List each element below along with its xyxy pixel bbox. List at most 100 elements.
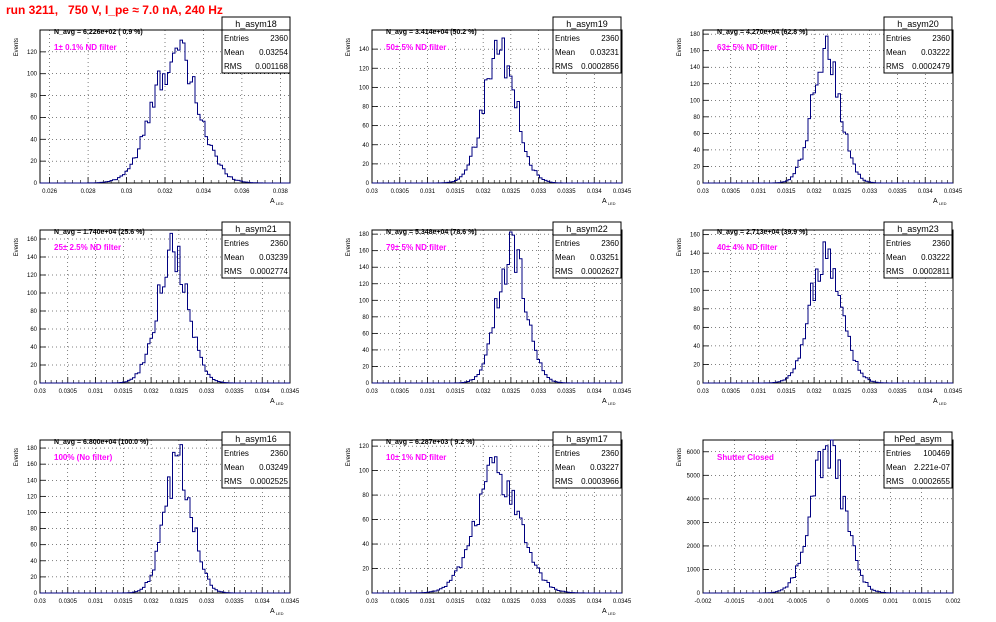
- stats-value: 2360: [270, 449, 288, 458]
- x-tick-label: 0.032: [157, 189, 173, 195]
- x-tick-label: 0.032: [144, 389, 160, 395]
- plot-frame: [39, 439, 291, 594]
- stats-label: Entries: [224, 34, 249, 43]
- x-tick-label: 0.032: [476, 389, 492, 395]
- histogram-line: [372, 231, 622, 384]
- stats-box: h_asym17 Entries 2360 Mean 0.03227 RMS 0.00039…: [552, 431, 622, 489]
- x-tick-label: 0.0335: [888, 389, 907, 395]
- x-tick-label: 0.031: [420, 389, 436, 395]
- stats-value: 0.0002811: [913, 267, 951, 276]
- stats-box: h_asym23 Entries 2360 Mean 0.03222 RMS 0.00028…: [883, 221, 953, 279]
- x-tick-label: 0.0305: [59, 599, 78, 605]
- stats-value: 2360: [932, 239, 950, 248]
- x-tick-label: 0.0305: [391, 389, 410, 395]
- histogram-line: [40, 444, 290, 594]
- stats-label: Entries: [555, 34, 580, 43]
- y-tick-label: 100: [27, 510, 38, 516]
- histogram-line: [372, 456, 622, 594]
- histogram-panel: 0.03 0.0305 0.031 0.0315 0.032 0.0325 0.033 0.0…: [346, 221, 632, 406]
- x-tick-label: -0.001: [757, 599, 775, 605]
- y-tick-label: 60: [30, 115, 37, 121]
- stats-box-frame: [221, 221, 291, 279]
- x-tick-label: 0.03: [366, 389, 378, 395]
- stats-value: 0.03249: [259, 463, 288, 472]
- x-tick-label: 0.0345: [613, 189, 632, 195]
- stats-box-frame: [221, 16, 291, 74]
- x-axis-label: A LED: [933, 198, 947, 206]
- histogram-panel: 0.026 0.028 0.03 0.032 0.034 0.036 0.038 0 20 40 6…: [14, 16, 291, 206]
- x-tick-label: 0.0345: [613, 599, 632, 605]
- x-tick-label: 0.034: [255, 599, 271, 605]
- histogram-line: [703, 241, 953, 384]
- navg-label: N_avg = 6.287e+03 ( 9.2 %): [386, 439, 475, 446]
- x-tick-label: 0.028: [81, 189, 97, 195]
- y-axis-label: Events: [346, 38, 352, 56]
- x-tick-label: 0.033: [531, 389, 547, 395]
- navg-label: N_avg = 3.414e+04 (50.2 %): [386, 29, 477, 36]
- stats-label: RMS: [224, 267, 242, 276]
- y-tick-label: 0: [366, 381, 370, 387]
- histogram-title: h_asym20: [897, 19, 939, 29]
- y-axis-label: Events: [14, 38, 20, 56]
- y-tick-label: 180: [359, 232, 370, 238]
- y-tick-label: 20: [693, 362, 700, 368]
- stats-value: 2360: [270, 239, 288, 248]
- histogram-line: [372, 37, 622, 184]
- y-tick-label: 60: [30, 543, 37, 549]
- stats-value: 2360: [270, 34, 288, 43]
- x-tick-label: 0.033: [862, 389, 878, 395]
- filter-label: 79± 5% ND filter: [386, 243, 446, 252]
- plot-frame: [371, 229, 623, 384]
- y-tick-label: 0: [697, 381, 701, 387]
- filter-label: Shutter Closed: [717, 453, 774, 462]
- x-tick-label: 0.0345: [944, 189, 963, 195]
- histogram-title: h_asym21: [235, 224, 277, 234]
- navg-label: N_avg = 2.713e+04 (39.9 %): [717, 229, 808, 236]
- stats-box-frame: [883, 16, 953, 74]
- stats-box-frame: [883, 431, 953, 489]
- x-tick-label: 0.0335: [557, 599, 576, 605]
- x-tick-label: 0.0325: [833, 389, 852, 395]
- filter-label: 100% (No filter): [54, 453, 113, 462]
- x-tick-label: 0.0315: [777, 389, 796, 395]
- y-tick-label: 80: [362, 315, 369, 321]
- stats-label: Entries: [886, 449, 911, 458]
- x-axis-label: A LED: [933, 398, 947, 406]
- filter-label: 10± 1% ND filter: [386, 453, 446, 462]
- stats-box: h_asym16 Entries 2360 Mean 0.03249 RMS 0.00025…: [221, 431, 291, 489]
- stats-label: Mean: [555, 48, 575, 57]
- x-tick-label: 0.0315: [446, 389, 465, 395]
- stats-label: Entries: [555, 449, 580, 458]
- histogram-panel: 0.03 0.0305 0.031 0.0315 0.032 0.0325 0.033 0.0…: [346, 16, 632, 206]
- y-tick-label: 3000: [687, 520, 701, 526]
- y-tick-label: 60: [362, 331, 369, 337]
- stats-value: 0.03222: [921, 48, 950, 57]
- x-tick-label: 0.0305: [391, 599, 410, 605]
- y-tick-label: 140: [359, 47, 370, 53]
- x-axis-label: A LED: [602, 608, 616, 616]
- x-tick-label: 0.0335: [225, 599, 244, 605]
- stats-label: RMS: [886, 267, 904, 276]
- x-tick-label: 0.033: [531, 189, 547, 195]
- x-tick-label: 0.031: [88, 599, 104, 605]
- stats-value: 2360: [932, 34, 950, 43]
- navg-label: N_avg = 5.348e+04 (78.6 %): [386, 229, 477, 236]
- y-axis-label: Events: [346, 448, 352, 466]
- histogram-title: h_asym23: [897, 224, 939, 234]
- filter-label: 1± 0.1% ND filter: [54, 43, 117, 52]
- x-tick-label: 0.0335: [225, 389, 244, 395]
- y-tick-label: 60: [362, 518, 369, 524]
- y-tick-label: 60: [30, 327, 37, 333]
- x-axis-label: A LED: [602, 198, 616, 206]
- stats-label: Entries: [224, 239, 249, 248]
- x-tick-label: 0.034: [196, 189, 212, 195]
- navg-label: N_avg = 4.270e+04 (62.8 %): [717, 29, 808, 36]
- plot-frame: [702, 29, 954, 184]
- histogram-panel: -0.002 -0.0015 -0.001 -0.0005 0 0.0005 0.001 0.…: [677, 431, 961, 605]
- y-tick-label: 20: [30, 575, 37, 581]
- stats-box: hPed_asym Entries 100469 Mean 2.221e-07 RMS 0.…: [883, 431, 953, 489]
- stats-value: 100469: [923, 449, 950, 458]
- y-tick-label: 60: [693, 131, 700, 137]
- x-tick-label: 0.03: [34, 389, 46, 395]
